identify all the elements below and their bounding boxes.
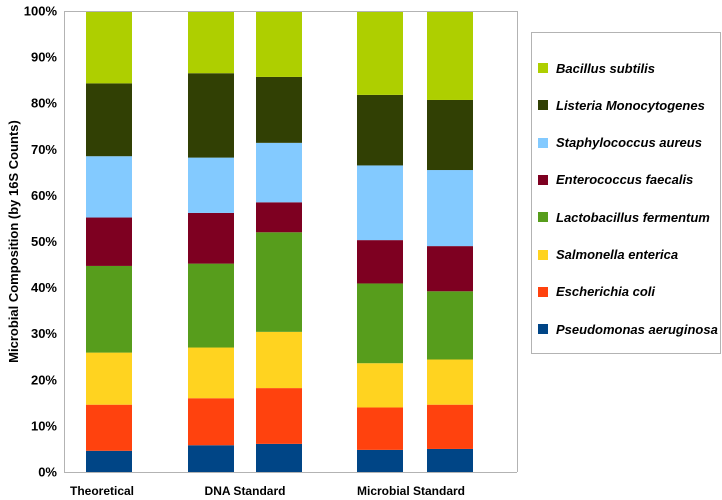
bar-segment bbox=[86, 265, 132, 353]
legend-swatch bbox=[538, 100, 548, 111]
legend-item: Pseudomonas aeruginosa bbox=[538, 321, 718, 337]
bar-segment bbox=[86, 352, 132, 405]
bar-segment bbox=[427, 99, 473, 171]
bar-segment bbox=[357, 11, 403, 95]
y-tick-label: 70% bbox=[31, 142, 57, 157]
legend-item: Escherichia coli bbox=[538, 284, 655, 300]
bars bbox=[86, 11, 473, 472]
legend-label: Bacillus subtilis bbox=[556, 60, 655, 76]
bar-segment bbox=[256, 76, 302, 143]
bar-stack bbox=[86, 11, 132, 472]
bar-segment bbox=[188, 73, 234, 158]
bar-segment bbox=[427, 359, 473, 405]
legend-swatch bbox=[538, 212, 548, 223]
y-tick-label: 80% bbox=[31, 96, 57, 111]
bar-segment bbox=[188, 347, 234, 399]
bar-stack bbox=[357, 11, 403, 472]
legend-item: Lactobacillus fermentum bbox=[538, 209, 710, 225]
legend-label: Listeria Monocytogenes bbox=[556, 97, 705, 113]
bar-segment bbox=[357, 94, 403, 166]
legend-swatch bbox=[538, 174, 548, 185]
bar-segment bbox=[86, 83, 132, 157]
bar-segment bbox=[427, 291, 473, 360]
bar-segment bbox=[188, 398, 234, 446]
bar-segment bbox=[86, 11, 132, 84]
y-tick-label: 40% bbox=[31, 280, 57, 295]
legend-swatch bbox=[538, 137, 548, 148]
bar-segment bbox=[256, 388, 302, 444]
y-axis-title-group: Microbial Composition (by 16S Counts) bbox=[6, 120, 21, 363]
y-tick-labels: 0% 10% 20% 30% 40% 50% 60% 70% 80% 90% 100% bbox=[24, 4, 58, 480]
bar-segment bbox=[427, 448, 473, 472]
legend-label: Pseudomonas aeruginosa bbox=[556, 321, 718, 337]
legend-item: Bacillus subtilis bbox=[538, 60, 655, 76]
y-tick-label: 50% bbox=[31, 234, 57, 249]
bar-segment bbox=[357, 165, 403, 241]
legend-item: Listeria Monocytogenes bbox=[538, 97, 705, 113]
bar-segment bbox=[188, 445, 234, 472]
legend-swatch bbox=[538, 286, 548, 297]
bar-segment bbox=[188, 11, 234, 74]
bar-segment bbox=[357, 363, 403, 408]
y-tick-label: 20% bbox=[31, 372, 57, 387]
bar-segment bbox=[357, 449, 403, 472]
bar-segment bbox=[188, 212, 234, 264]
legend-label: Staphylococcus aureus bbox=[556, 135, 702, 151]
legend-label: Salmonella enterica bbox=[556, 247, 679, 262]
category-label: Microbial Standard bbox=[357, 484, 465, 498]
y-tick-label: 30% bbox=[31, 326, 57, 341]
bar-segment bbox=[427, 170, 473, 247]
category-label: Theoretical bbox=[70, 484, 134, 498]
y-tick-label: 100% bbox=[24, 4, 58, 19]
legend-item: Enterococcus faecalis bbox=[538, 172, 693, 188]
legend-swatch bbox=[538, 324, 548, 335]
bar-segment bbox=[256, 443, 302, 472]
category-label: DNA Standard bbox=[205, 484, 286, 498]
legend-swatch bbox=[538, 249, 548, 260]
legend-item: Salmonella enterica bbox=[538, 247, 678, 263]
bar-segment bbox=[256, 202, 302, 233]
y-axis-title: Microbial Composition (by 16S Counts) bbox=[6, 120, 21, 363]
legend-label: Lactobacillus fermentum bbox=[556, 209, 710, 225]
y-tick-label: 10% bbox=[31, 418, 57, 433]
bar-segment bbox=[427, 246, 473, 292]
bar-segment bbox=[256, 331, 302, 389]
bar-segment bbox=[427, 404, 473, 449]
category-labels: Theoretical DNA Standard Microbial Standar… bbox=[70, 484, 465, 498]
legend-swatch bbox=[538, 63, 548, 73]
bar-segment bbox=[86, 156, 132, 218]
bar-segment bbox=[256, 232, 302, 332]
legend-item: Staphylococcus aureus bbox=[538, 135, 702, 151]
legend-label: Escherichia coli bbox=[556, 284, 655, 300]
bar-stack bbox=[256, 11, 302, 472]
legend: Bacillus subtilis Listeria Monocytogenes S… bbox=[531, 32, 721, 354]
bar-stack bbox=[188, 11, 234, 472]
legend-label: Enterococcus faecalis bbox=[556, 172, 694, 188]
bar-segment bbox=[427, 11, 473, 100]
bar-segment bbox=[86, 450, 132, 472]
y-tick-label: 90% bbox=[31, 50, 57, 65]
y-tick-label: 0% bbox=[38, 465, 57, 480]
bar-segment bbox=[357, 283, 403, 364]
bar-segment bbox=[188, 157, 234, 213]
bar-segment bbox=[357, 240, 403, 284]
bar-segment bbox=[86, 217, 132, 266]
bar-segment bbox=[256, 142, 302, 203]
bar-segment bbox=[86, 404, 132, 451]
bar-segment bbox=[256, 11, 302, 77]
bar-stack bbox=[427, 11, 473, 472]
y-tick-label: 60% bbox=[31, 188, 57, 203]
bar-segment bbox=[188, 263, 234, 348]
bar-segment bbox=[357, 407, 403, 450]
